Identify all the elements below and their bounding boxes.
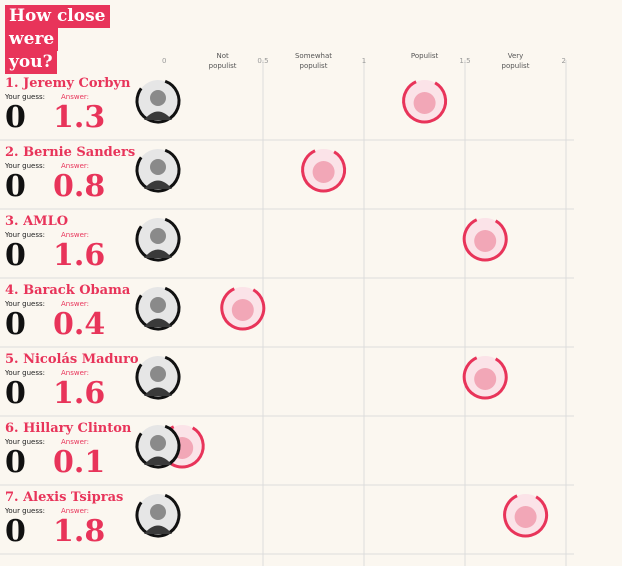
category-label: populist xyxy=(502,62,530,70)
answer-marker-head xyxy=(413,92,436,114)
guess-marker-head xyxy=(150,435,166,451)
row-title: 5. Nicolás Maduro xyxy=(5,352,139,367)
guess-value: 0 xyxy=(5,100,26,135)
guess-marker-shoulders xyxy=(144,249,172,258)
guess-marker-shoulders xyxy=(144,111,172,120)
guess-value: 0 xyxy=(5,238,26,273)
answer-value: 1.3 xyxy=(53,100,105,135)
answer-label: Answer: xyxy=(61,300,89,308)
guess-marker-head xyxy=(150,90,166,106)
guess-marker-shoulders xyxy=(144,318,172,327)
category-label: Somewhat xyxy=(295,52,332,60)
row-title: 7. Alexis Tsipras xyxy=(5,490,123,505)
answer-value: 1.6 xyxy=(53,238,105,273)
row-title: 6. Hillary Clinton xyxy=(5,421,132,436)
answer-marker-head xyxy=(474,368,497,390)
category-label: Not xyxy=(216,52,229,60)
tick-label: 0.5 xyxy=(257,57,268,65)
guess-marker-shoulders xyxy=(144,456,172,465)
answer-label: Answer: xyxy=(61,369,89,377)
answer-label: Answer: xyxy=(61,231,89,239)
answer-value: 0.8 xyxy=(53,169,105,204)
guess-label: Your guess: xyxy=(4,300,45,308)
guess-marker-shoulders xyxy=(144,387,172,396)
guess-marker-head xyxy=(150,366,166,382)
answer-value: 0.4 xyxy=(53,307,105,342)
guess-value: 0 xyxy=(5,445,26,480)
answer-label: Answer: xyxy=(61,438,89,446)
tick-label: 1 xyxy=(362,57,366,65)
guess-marker-head xyxy=(150,297,166,313)
guess-label: Your guess: xyxy=(4,162,45,170)
answer-marker-head xyxy=(231,299,254,321)
chart-title: How close were you? xyxy=(5,5,147,74)
answer-marker-head xyxy=(312,161,335,183)
answer-value: 1.6 xyxy=(53,376,105,411)
guess-marker-head xyxy=(150,159,166,175)
guess-marker-shoulders xyxy=(144,525,172,534)
answer-marker-head xyxy=(474,230,497,252)
row-title: 4. Barack Obama xyxy=(5,283,131,298)
category-label: populist xyxy=(209,62,237,70)
guess-label: Your guess: xyxy=(4,507,45,515)
tick-label: 2 xyxy=(562,57,566,65)
category-label: Very xyxy=(508,52,524,60)
guess-marker-head xyxy=(150,228,166,244)
guess-label: Your guess: xyxy=(4,438,45,446)
guess-value: 0 xyxy=(5,376,26,411)
guess-value: 0 xyxy=(5,307,26,342)
answer-marker-head xyxy=(514,506,537,528)
guess-label: Your guess: xyxy=(4,369,45,377)
row-title: 1. Jeremy Corbyn xyxy=(5,76,131,91)
guess-value: 0 xyxy=(5,169,26,204)
guess-marker-shoulders xyxy=(144,180,172,189)
category-label: populist xyxy=(300,62,328,70)
answer-value: 0.1 xyxy=(53,445,105,480)
answer-label: Answer: xyxy=(61,93,89,101)
title-line-2: you? xyxy=(5,51,57,74)
guess-label: Your guess: xyxy=(4,231,45,239)
answer-value: 1.8 xyxy=(53,514,105,549)
tick-label: 1.5 xyxy=(459,57,470,65)
row-title: 3. AMLO xyxy=(5,214,68,229)
answer-label: Answer: xyxy=(61,162,89,170)
category-label: Populist xyxy=(411,52,439,60)
guess-value: 0 xyxy=(5,514,26,549)
row-title: 2. Bernie Sanders xyxy=(5,145,135,160)
answer-label: Answer: xyxy=(61,507,89,515)
tick-label: 0 xyxy=(162,57,166,65)
guess-label: Your guess: xyxy=(4,93,45,101)
guess-marker-head xyxy=(150,504,166,520)
